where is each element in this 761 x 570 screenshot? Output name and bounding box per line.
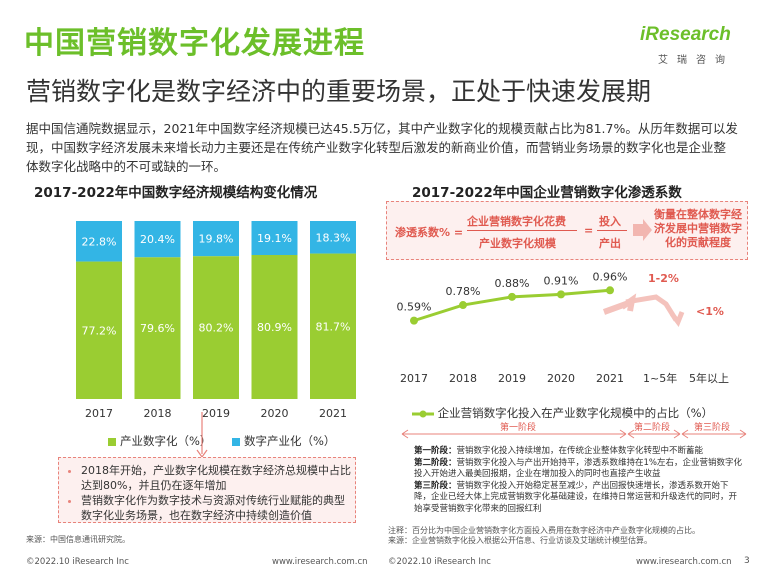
bar-digital-2021 [310,221,356,254]
bar-industry-2019 [193,256,239,399]
formula-result: 衡量在整体数字经济发展中营销数字化的贡献程度 [654,208,742,249]
bar-digital-2020 [251,221,298,255]
formula-denominator: 产业数字化规模 [479,237,556,250]
formula-output: 产出 [599,237,621,250]
bar-label-industry-2018: 79.6% [140,322,175,335]
legend-item-digital: 数字产业化（%） [232,433,335,449]
forecast-period-2: 5年以上 [689,371,729,385]
x-tick-2018: 2018 [144,407,172,420]
formula-input: 投入 [599,215,621,228]
line-label-2020: 0.91% [544,274,579,287]
fraction-line [467,230,577,231]
logo-sub-text: 艾瑞咨询 [658,55,734,66]
legend-item-industry: 产业数字化（%） [108,433,211,449]
line-label-2017: 0.59% [397,301,432,314]
forecast-label-1: 1-2% [648,272,679,285]
left-chart-title: 2017-2022年中国数字经济规模结构变化情况 [34,185,318,201]
x-tick-2020: 2020 [261,407,289,420]
x-tick-2021: 2021 [596,372,624,385]
legend-label-digital: 数字产业化（%） [244,434,336,448]
x-tick-2017: 2017 [85,407,113,420]
footer-copyright-left: ©2022.10 iResearch Inc [26,557,129,567]
line-point-2021 [606,286,614,295]
bar-label-industry-2020: 80.9% [257,321,292,334]
bar-label-industry-2019: 80.2% [199,322,234,335]
bar-label-digital-2021: 18.3% [316,231,351,244]
right-legend-label: 企业营销数字化投入在产业数字化规模中的占比（%） [437,406,714,420]
forecast-label-2: <1% [696,305,724,318]
bar-digital-2019 [193,221,239,257]
legend-swatch-green [108,437,116,446]
x-tick-2019: 2019 [202,407,230,420]
right-legend: 企业营销数字化投入在产业数字化规模中的占比（%） [412,405,713,421]
description-paragraph: 据中国信通院数据显示，2021年中国数字经济规模已达45.5万亿，其中产业数字化… [26,121,738,174]
line-label-2021: 0.96% [593,270,628,283]
footer-copyright-right: ©2022.10 iResearch Inc [388,557,491,567]
bar-label-industry-2017: 77.2% [82,324,117,337]
left-notes-box: 2018年开始，产业数字化规模在数字经济总规模中占比达到80%，并且仍在逐年增加… [58,457,356,523]
page-subtitle: 营销数字化是数字经济中的重要场景，正处于快速发展期 [26,77,652,106]
stage-label-3: 第三阶段 [694,421,730,433]
bar-label-digital-2017: 22.8% [82,235,117,248]
stage-timeline: 第一阶段 第二阶段 第三阶段 [401,421,747,439]
callout-connector [196,412,208,459]
bar-industry-2017 [76,261,122,399]
legend-label-industry: 产业数字化（%） [120,434,212,448]
bar-label-digital-2019: 19.8% [199,233,234,246]
fraction-line-2 [597,230,627,231]
x-tick-2021: 2021 [319,407,347,420]
right-chart-title: 2017-2022年中国企业营销数字化渗透系数 [412,185,682,201]
legend-swatch-blue [232,437,240,446]
line-point-2018 [459,301,467,310]
note-item: 2018年开始，产业数字化规模在数字经济总规模中占比达到80%，并且仍在逐年增加 [81,463,355,493]
stage-label-2: 第二阶段 [634,421,670,433]
x-tick-2020: 2020 [547,372,575,385]
line-point-2020 [557,290,565,299]
bar-digital-2017 [76,221,122,262]
bar-industry-2021 [310,253,356,399]
bar-digital-2018 [134,221,181,258]
line-point-2017 [410,316,418,325]
iresearch-logo: iResearch 艾瑞咨询 [640,24,740,70]
stacked-bar-chart: 22.8% 77.2% 2017 20.4% 79.6% 2018 19.8% 80.2% 20… [76,221,356,420]
line-point-2019 [508,292,516,301]
line-chart: 0.59% 2017 0.78% 2018 0.88% 2019 0.91% 2020 0.96… [397,270,729,385]
stage-desc-2: 第二阶段：营销数字化投入与产出开始持平，渗透系数维持在1%左右，企业营销数字化投… [414,457,743,480]
x-tick-2019: 2019 [498,372,526,385]
formula-box: 渗透系数% = 企业营销数字化花费 产业数字化规模 = 投入 产出 衡量在整体数… [386,201,748,260]
x-tick-2017: 2017 [400,372,428,385]
formula-equals: = [584,224,594,237]
page-number: 3 [744,556,750,566]
note-item: 营销数字化作为数字技术与资源对传统行业赋能的典型数字化业务场景，也在数字经济中持… [81,493,355,523]
right-footnote: 注释：百分比为中国企业营销数字化方面投入费用在数字经济中产业数字化规模的占比。 [388,526,700,535]
forecast-period-1: 1~5年 [643,371,677,385]
page-title: 中国营销数字化发展进程 [24,26,365,61]
logo-main-text: iResearch [640,24,731,45]
stage-desc-3: 第三阶段：营销数字化投入开始稳定甚至减少，产出回报快速增长，渗透系数开始下降，企… [414,480,738,514]
line-label-2019: 0.88% [495,277,530,290]
arrow-right-icon [633,219,652,241]
stage-desc-1: 第一阶段：营销数字化投入持续增加，在传统企业整体数字化转型中不断蓄能 [414,446,704,456]
bar-label-digital-2020: 19.1% [257,232,292,245]
bar-industry-2018 [134,257,181,399]
bar-label-digital-2018: 20.4% [140,233,175,246]
bar-label-industry-2021: 81.7% [316,320,351,333]
formula-numerator: 企业营销数字化花费 [467,215,566,228]
forecast-arrow-down [625,294,685,328]
formula-lhs: 渗透系数% = [395,226,464,239]
stage-descriptions: 第一阶段：营销数字化投入持续增加，在传统企业整体数字化转型中不断蓄能 第二阶段：… [414,446,744,515]
line-label-2018: 0.78% [446,285,481,298]
bar-industry-2020 [251,254,298,399]
legend-line-icon [412,410,434,417]
footer-url-right[interactable]: www.iresearch.com.cn [636,557,732,567]
right-source: 来源：企业营销数字化投入根据公开信息、行业访谈及艾瑞统计模型估算。 [388,536,652,545]
stage-label-1: 第一阶段 [500,421,536,433]
x-tick-2018: 2018 [449,372,477,385]
left-source: 来源：中国信息通讯研究院。 [26,535,130,544]
footer-url-left[interactable]: www.iresearch.com.cn [272,557,368,567]
